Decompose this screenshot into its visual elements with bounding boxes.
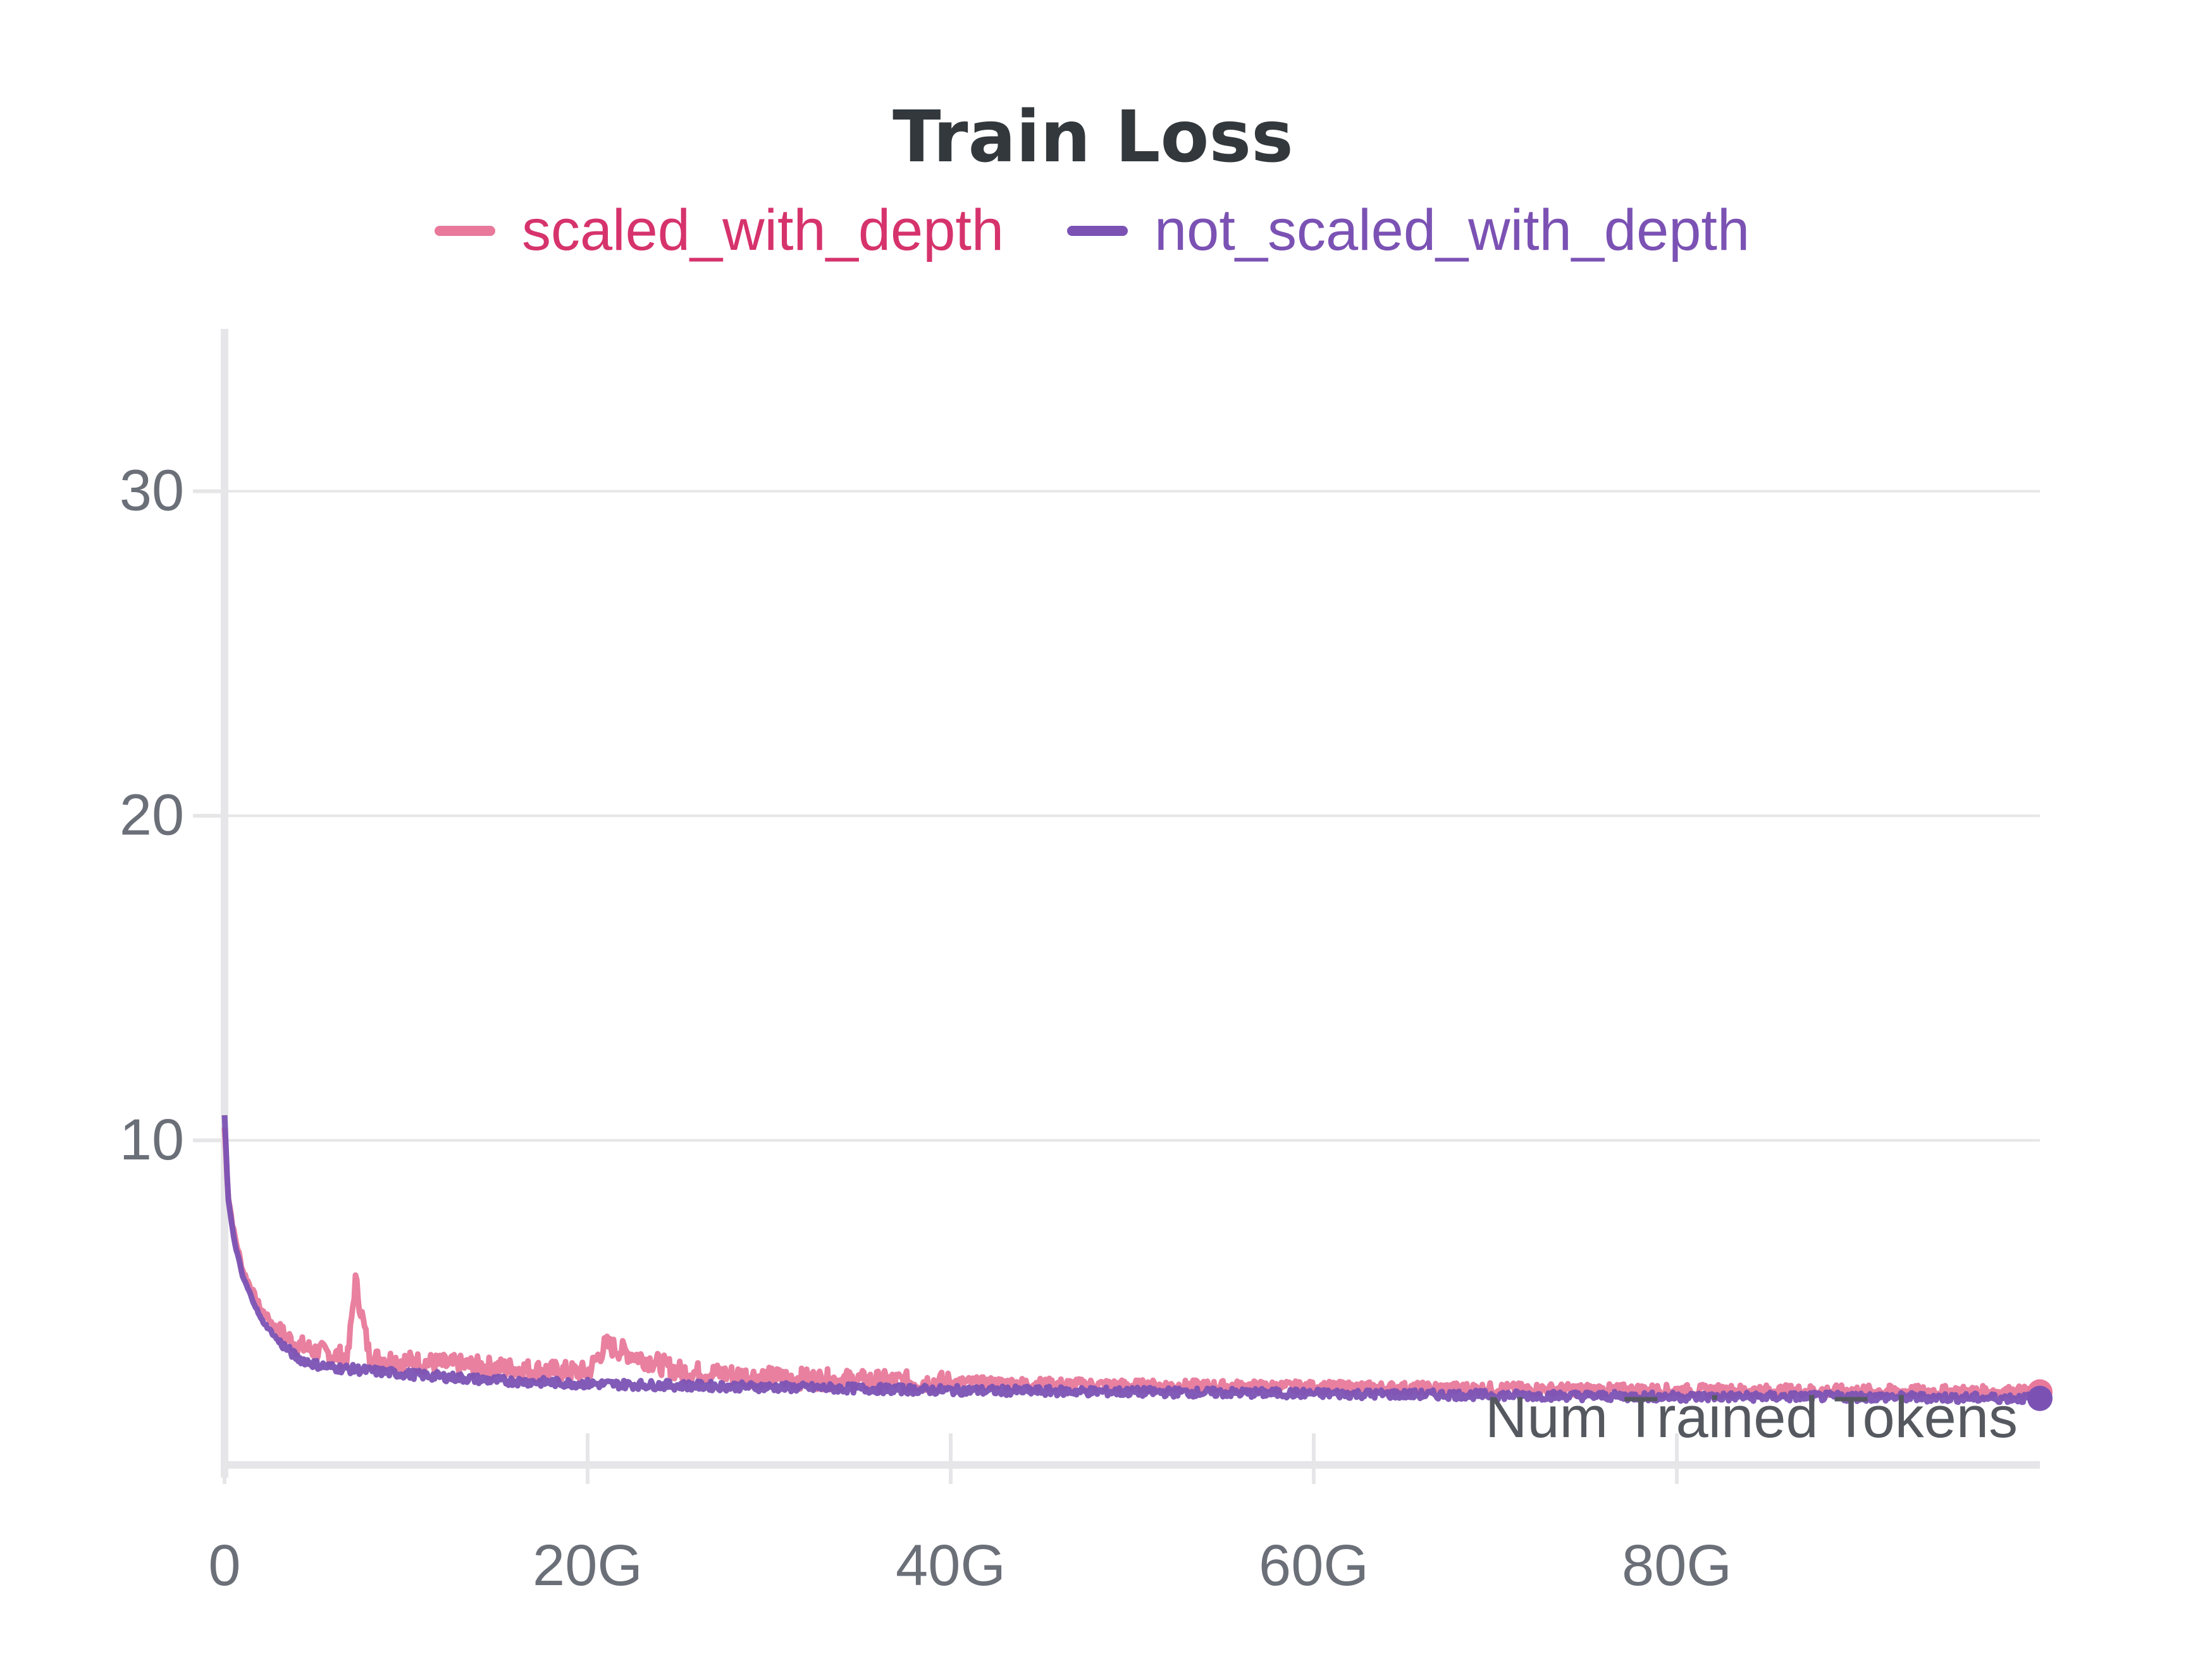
series-layer [221,1115,2053,1411]
chart-title: Train Loss [892,96,1294,178]
axes [221,329,2040,1478]
legend-label: not_scaled_with_depth [1154,198,1750,262]
series-end-marker-not-scaled-with-depth [2027,1385,2053,1411]
y-axis-ticks: 10 20 30 [120,459,225,1172]
x-tick-label: 0 [208,1533,240,1598]
x-tick-label: 60G [1259,1533,1369,1598]
series-line-scaled-with-depth [221,1127,2043,1400]
y-tick-label: 10 [120,1108,184,1172]
legend-label: scaled_with_depth [522,198,1004,262]
x-tick-label: 40G [896,1533,1006,1598]
x-axis-ticks: 0 20G 40G 60G 80G [208,1433,1732,1598]
x-tick-label: 20G [533,1533,643,1598]
x-axis-label: Num Trained Tokens [1485,1385,2018,1450]
grid-lines [225,490,2040,1142]
x-tick-label: 80G [1622,1533,1732,1598]
legend: scaled_with_depth not_scaled_with_depth [435,198,1750,262]
y-tick-label: 20 [120,783,184,848]
y-tick-label: 30 [120,459,184,523]
series-line-not-scaled-with-depth [221,1115,2042,1405]
